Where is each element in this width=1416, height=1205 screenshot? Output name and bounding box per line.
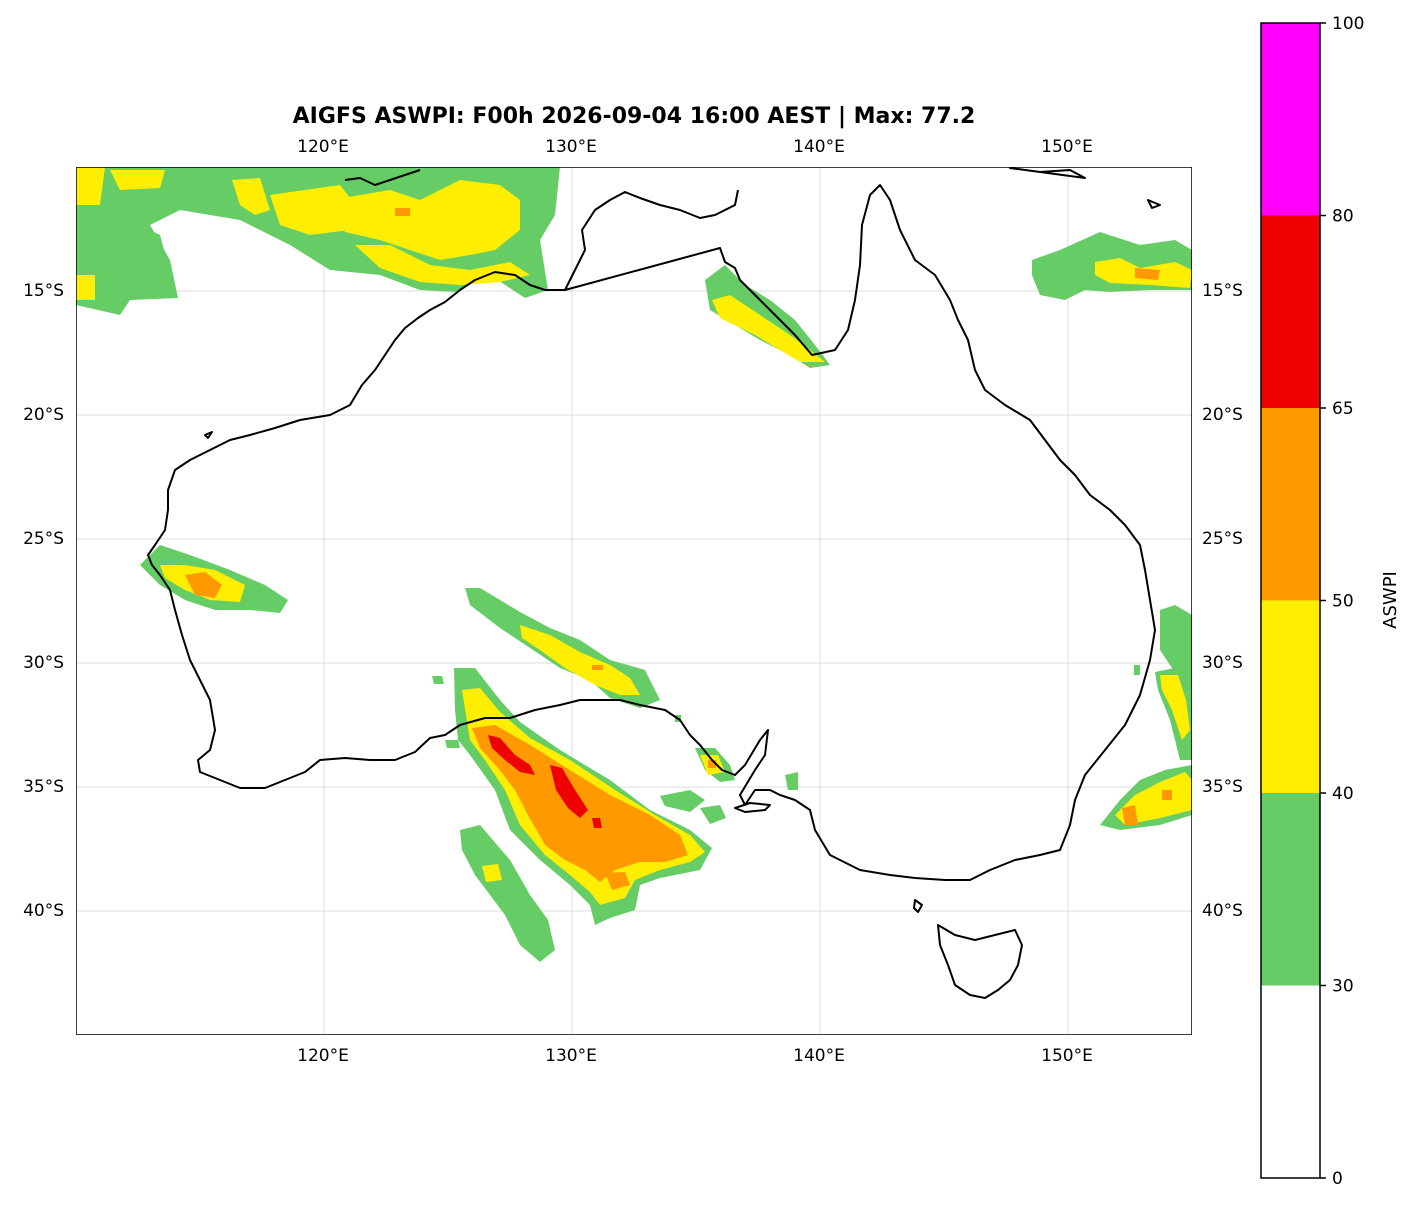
contour-bight-orange-2 — [605, 872, 630, 890]
lat-label-left-15: 15°S — [23, 281, 64, 301]
contour-kangaroo-isl — [700, 805, 726, 824]
contour-bight-south — [460, 825, 555, 962]
map-area — [76, 167, 1192, 1035]
lon-label-bottom-130: 130°E — [545, 1046, 597, 1066]
contour-vic-orange-2 — [1162, 790, 1172, 800]
contour-nw-orange — [395, 208, 410, 216]
colorbar-tick-label-40: 40 — [1332, 784, 1354, 804]
contour-vic-orange — [1122, 805, 1138, 825]
lat-label-right-40: 40°S — [1202, 901, 1243, 921]
coastline-tasmania — [937, 924, 1023, 999]
lon-label-top-120: 120°E — [297, 137, 349, 157]
lon-label-bottom-120: 120°E — [297, 1046, 349, 1066]
lat-label-right-30: 30°S — [1202, 653, 1243, 673]
contour-bight-south-yellow — [482, 864, 502, 882]
contour-shark-orange — [185, 572, 222, 598]
coastline-island-1 — [913, 899, 923, 913]
coastline-island-2 — [1147, 199, 1161, 209]
contour-red-3 — [592, 818, 602, 828]
lat-label-left-40: 40°S — [23, 901, 64, 921]
colorbar-tick-label-100: 100 — [1332, 14, 1364, 34]
lon-label-top-130: 130°E — [545, 137, 597, 157]
colorbar-tick-label-50: 50 — [1332, 592, 1354, 612]
contour-northwest-sea-west — [76, 215, 175, 300]
colorbar-tick-label-0: 0 — [1332, 1169, 1343, 1189]
contour-red-1 — [488, 735, 535, 775]
colorbar-segment-65-80 — [1261, 215, 1320, 408]
contour-coral-orange — [1135, 268, 1160, 280]
colorbar-segment-50-65 — [1261, 408, 1320, 601]
contour-small-3 — [1134, 665, 1140, 675]
colorbar-segment-30-40 — [1261, 793, 1320, 986]
contour-nw-yellow-5 — [330, 180, 520, 260]
colorbar-segment-40-50 — [1261, 600, 1320, 793]
colorbar-segment-0-30 — [1261, 985, 1320, 1178]
lat-label-right-25: 25°S — [1202, 529, 1243, 549]
colorbar-tick-label-80: 80 — [1332, 207, 1354, 227]
coastline-island-3 — [1009, 167, 1086, 179]
lat-label-right-15: 15°S — [1202, 281, 1243, 301]
contour-nw-yellow-7 — [76, 275, 95, 300]
contour-nsw-yellow — [1160, 675, 1190, 740]
coastline-island-5 — [204, 431, 213, 439]
lon-label-bottom-140: 140°E — [793, 1046, 845, 1066]
lon-label-bottom-150: 150°E — [1041, 1046, 1093, 1066]
lon-label-top-140: 140°E — [793, 137, 845, 157]
lat-label-left-30: 30°S — [23, 653, 64, 673]
aswpi-level-65-80 — [488, 735, 602, 828]
colorbar-tick-label-65: 65 — [1332, 399, 1354, 419]
contour-central-orange — [592, 665, 603, 670]
coastline — [147, 167, 1161, 999]
contour-small-2 — [445, 740, 460, 748]
contour-bass-strait — [785, 772, 798, 790]
colorbar-tick-label-30: 30 — [1332, 977, 1354, 997]
contour-carp-yellow — [712, 295, 825, 362]
lon-label-top-150: 150°E — [1041, 137, 1093, 157]
coastline-island-4 — [344, 169, 421, 186]
contour-small-1 — [432, 676, 444, 684]
contour-nw-yellow-4 — [270, 185, 360, 235]
lat-label-left-20: 20°S — [23, 405, 64, 425]
lat-label-left-25: 25°S — [23, 529, 64, 549]
lat-label-left-35: 35°S — [23, 777, 64, 797]
contour-nw-yellow-3 — [232, 178, 270, 215]
coastline-mainland — [147, 184, 1156, 881]
colorbar-label: ASWPI — [1380, 571, 1401, 629]
contour-gulf-st-vincent — [660, 790, 705, 812]
tick-labels: 120°E 130°E 140°E 150°E 120°E 130°E 140°… — [23, 137, 1243, 1066]
lat-label-right-35: 35°S — [1202, 777, 1243, 797]
colorbar-segment-80-100 — [1261, 23, 1320, 216]
map-title: AIGFS ASWPI: F00h 2026-09-04 16:00 AEST … — [293, 104, 976, 129]
contour-central-yellow — [520, 625, 640, 695]
colorbar: 0 30 40 50 65 80 100 — [1260, 14, 1364, 1189]
contour-nw-yellow-1 — [76, 167, 105, 205]
lat-label-right-20: 20°S — [1202, 405, 1243, 425]
contour-nw-yellow-2 — [110, 170, 165, 190]
contour-tasman-east — [1160, 605, 1192, 680]
coastline-kangaroo-isl — [734, 802, 771, 813]
contour-red-2 — [550, 765, 588, 818]
